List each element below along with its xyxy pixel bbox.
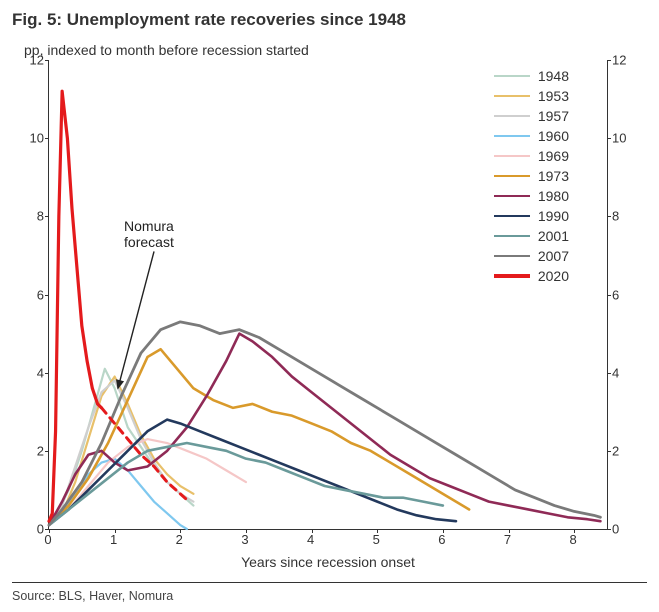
legend-swatch — [494, 195, 530, 198]
legend-label: 2001 — [538, 228, 569, 244]
series-1990 — [49, 420, 456, 526]
legend-item: 2007 — [494, 246, 569, 266]
y-tick-label: 12 — [612, 53, 626, 68]
y-tick-label: 8 — [612, 209, 619, 224]
y-tick-label: 10 — [612, 131, 626, 146]
legend-swatch — [494, 155, 530, 157]
legend-swatch — [494, 255, 530, 258]
legend-label: 1973 — [538, 168, 569, 184]
legend-swatch — [494, 235, 530, 238]
legend-swatch — [494, 175, 530, 178]
legend-item: 1980 — [494, 186, 569, 206]
annotation-arrow — [118, 251, 154, 388]
legend-label: 1957 — [538, 108, 569, 124]
x-tick-label: 8 — [570, 532, 577, 547]
x-tick-label: 7 — [504, 532, 511, 547]
legend-item: 1990 — [494, 206, 569, 226]
legend-swatch — [494, 95, 530, 97]
legend-swatch — [494, 115, 530, 117]
y-axis-right: 024681012 — [608, 60, 638, 530]
x-axis: 012345678 — [48, 530, 608, 548]
source-text: Source: BLS, Haver, Nomura — [0, 583, 659, 603]
y-tick-label: 12 — [30, 53, 44, 68]
plot-area: 1948 1953 1957 1960 1969 1973 1980 1990 2001 2007… — [48, 60, 608, 530]
legend-item: 1948 — [494, 66, 569, 86]
legend: 1948 1953 1957 1960 1969 1973 1980 1990 2001 2007… — [494, 66, 569, 286]
legend-item: 2020 — [494, 266, 569, 286]
x-axis-title: Years since recession onset — [18, 554, 638, 570]
legend-swatch — [494, 215, 530, 218]
legend-item: 1957 — [494, 106, 569, 126]
annotation-line1: Nomura — [124, 218, 174, 234]
x-tick-label: 5 — [373, 532, 380, 547]
figure-title: Fig. 5: Unemployment rate recoveries sin… — [0, 0, 659, 34]
legend-item: 1969 — [494, 146, 569, 166]
legend-label: 1990 — [538, 208, 569, 224]
y-tick-label: 8 — [37, 209, 44, 224]
legend-item: 1960 — [494, 126, 569, 146]
y-tick-label: 10 — [30, 131, 44, 146]
chart-container: 024681012 024681012 19481953195719601969… — [18, 60, 638, 530]
legend-label: 2007 — [538, 248, 569, 264]
annotation-line2: forecast — [124, 234, 174, 250]
legend-label: 2020 — [538, 268, 569, 284]
series-2007 — [49, 322, 600, 525]
legend-swatch — [494, 135, 530, 137]
x-tick-label: 6 — [438, 532, 445, 547]
legend-label: 1969 — [538, 148, 569, 164]
legend-item: 2001 — [494, 226, 569, 246]
x-tick-label: 0 — [44, 532, 51, 547]
x-tick-label: 4 — [307, 532, 314, 547]
legend-swatch — [494, 274, 530, 277]
y-tick-label: 2 — [612, 443, 619, 458]
y-axis-left: 024681012 — [18, 60, 48, 530]
y-tick-label: 6 — [612, 287, 619, 302]
legend-item: 1973 — [494, 166, 569, 186]
legend-item: 1953 — [494, 86, 569, 106]
x-tick-label: 1 — [110, 532, 117, 547]
y-tick-label: 0 — [37, 522, 44, 537]
legend-label: 1948 — [538, 68, 569, 84]
y-tick-label: 4 — [37, 365, 44, 380]
legend-swatch — [494, 75, 530, 77]
legend-label: 1980 — [538, 188, 569, 204]
y-tick-label: 6 — [37, 287, 44, 302]
y-tick-label: 4 — [612, 365, 619, 380]
y-axis-description: pp, indexed to month before recession st… — [0, 34, 659, 60]
y-tick-label: 0 — [612, 522, 619, 537]
legend-label: 1960 — [538, 128, 569, 144]
x-tick-label: 2 — [176, 532, 183, 547]
y-tick-label: 2 — [37, 443, 44, 458]
legend-label: 1953 — [538, 88, 569, 104]
x-tick-label: 3 — [241, 532, 248, 547]
forecast-annotation: Nomura forecast — [124, 219, 174, 250]
